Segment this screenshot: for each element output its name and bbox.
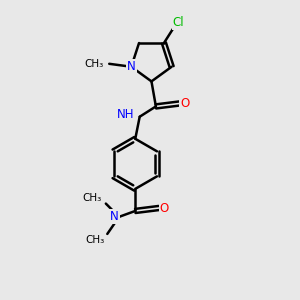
Text: CH₃: CH₃ xyxy=(82,193,101,203)
Text: CH₃: CH₃ xyxy=(84,59,103,69)
Text: O: O xyxy=(180,97,189,110)
Text: CH₃: CH₃ xyxy=(85,235,104,245)
Text: Cl: Cl xyxy=(173,16,184,29)
Text: N: N xyxy=(127,60,136,73)
Text: N: N xyxy=(110,210,119,223)
Text: O: O xyxy=(160,202,169,214)
Text: NH: NH xyxy=(117,108,134,121)
